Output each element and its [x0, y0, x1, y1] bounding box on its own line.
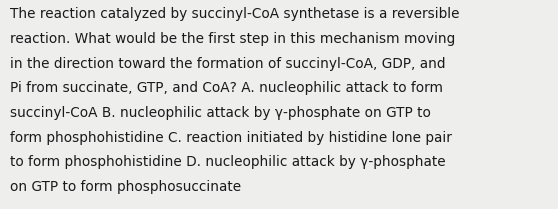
Text: Pi from succinate, GTP, and CoA? A. nucleophilic attack to form: Pi from succinate, GTP, and CoA? A. nucl…	[10, 81, 443, 95]
Text: in the direction toward the formation of succinyl-CoA, GDP, and: in the direction toward the formation of…	[10, 57, 445, 71]
Text: on GTP to form phosphosuccinate: on GTP to form phosphosuccinate	[10, 180, 241, 194]
Text: to form phosphohistidine D. nucleophilic attack by γ-phosphate: to form phosphohistidine D. nucleophilic…	[10, 155, 446, 169]
Text: succinyl-CoA B. nucleophilic attack by γ-phosphate on GTP to: succinyl-CoA B. nucleophilic attack by γ…	[10, 106, 431, 120]
Text: reaction. What would be the first step in this mechanism moving: reaction. What would be the first step i…	[10, 32, 455, 46]
Text: The reaction catalyzed by succinyl-CoA synthetase is a reversible: The reaction catalyzed by succinyl-CoA s…	[10, 7, 460, 21]
Text: form phosphohistidine C. reaction initiated by histidine lone pair: form phosphohistidine C. reaction initia…	[10, 131, 452, 145]
